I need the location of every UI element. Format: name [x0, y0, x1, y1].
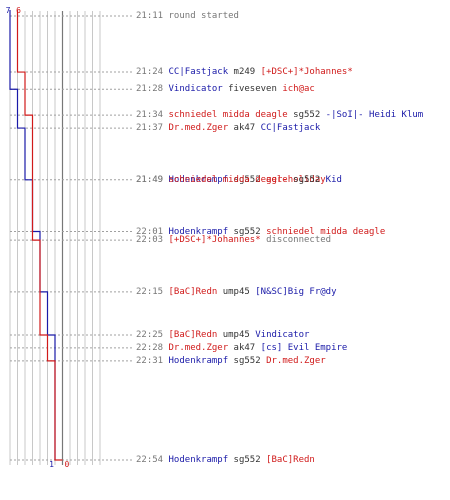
- killer-name: Hodenkrampf: [168, 226, 229, 237]
- killer-name: Dr.med.Zger: [168, 342, 229, 353]
- killer-name: [BaC]Redn: [168, 286, 218, 297]
- victim-name: -|SoI|- Heidi Klum: [325, 110, 424, 121]
- killer-name: Vindicator: [168, 84, 223, 95]
- event-row: 21:34 schniedel midda deagle sg552 -|SoI…: [136, 110, 423, 120]
- killer-name: Dr.med.Zger: [168, 123, 229, 134]
- team-b-end-count: 0: [65, 460, 70, 469]
- weapon-name: sg552: [233, 355, 261, 366]
- victim-name: Kid: [325, 174, 342, 185]
- event-time: 21:34: [136, 110, 164, 121]
- event-row: 21:49 schniedel midda deagle sg552 Kid: [136, 175, 342, 185]
- victim-name: [BaC]Redn: [266, 455, 315, 465]
- event-row: 22:28 Dr.med.Zger ak47 [cs] Evil Empire: [136, 343, 347, 353]
- weapon-name: ump45: [222, 329, 250, 340]
- weapon-name: sg552: [233, 174, 261, 185]
- victim-name: Vindicator: [255, 329, 310, 340]
- event-time: 21:24: [136, 67, 164, 78]
- weapon-name: sg552: [293, 110, 321, 121]
- team-b-start-count: 6: [16, 6, 21, 15]
- event-time: 21:11: [136, 11, 164, 21]
- weapon-name: sg552: [233, 226, 261, 237]
- event-row: 22:54 Hodenkrampf sg552 [BaC]Redn: [136, 455, 315, 465]
- killer-name: schniedel midda deagle: [168, 174, 288, 185]
- event-time: 22:15: [136, 286, 164, 297]
- team-b-alive-line: [16, 10, 63, 461]
- victim-name: schniedel midda deagle: [266, 226, 386, 237]
- event-time: 22:25: [136, 329, 164, 340]
- event-time: 22:03: [136, 235, 164, 246]
- killer-name: Hodenkrampf: [168, 455, 229, 465]
- event-message: round started: [168, 11, 239, 21]
- killer-name: CC|Fastjack: [168, 67, 229, 78]
- event-row: 22:25 [BaC]Redn ump45 Vindicator: [136, 330, 309, 340]
- victim-name: CC|Fastjack: [260, 123, 321, 134]
- weapon-name: m249: [233, 67, 256, 78]
- weapon-name: sg552: [233, 455, 261, 465]
- event-time: 22:31: [136, 355, 164, 366]
- victim-name: [N&SC]Big Fr@dy: [255, 286, 337, 297]
- weapon-name: ump45: [222, 286, 250, 297]
- event-row: 22:31 Hodenkrampf sg552 Dr.med.Zger: [136, 356, 326, 366]
- victim-name: ich@ac: [282, 84, 315, 95]
- event-time: 21:37: [136, 123, 164, 134]
- killer-name: schniedel midda deagle: [168, 110, 288, 121]
- team-a-end-count: 1: [49, 460, 54, 469]
- weapon-name: ak47: [233, 342, 256, 353]
- event-time: 22:54: [136, 455, 164, 465]
- event-time: 21:28: [136, 84, 164, 95]
- killer-name: Hodenkrampf: [168, 174, 229, 185]
- weapon-name: sg552: [293, 174, 321, 185]
- victim-name: [+DSC+]*Johannes*: [260, 67, 353, 78]
- event-time: 21:49: [136, 174, 164, 185]
- victim-name: ger-holiday: [266, 174, 326, 185]
- event-row: 21:11 round started: [136, 11, 239, 21]
- event-row: 21:28 Vindicator fiveseven ich@ac: [136, 84, 315, 94]
- event-row: 22:15 [BaC]Redn ump45 [N&SC]Big Fr@dy: [136, 287, 337, 297]
- event-row: 21:49 Hodenkrampf sg552 ger-holiday: [136, 175, 326, 185]
- killer-name: Hodenkrampf: [168, 355, 229, 366]
- event-row: 21:24 CC|Fastjack m249 [+DSC+]*Johannes*: [136, 67, 353, 77]
- event-time: 22:01: [136, 226, 164, 237]
- event-row: 21:37 Dr.med.Zger ak47 CC|Fastjack: [136, 123, 320, 133]
- event-time: 21:49: [136, 174, 164, 185]
- victim-name: [cs] Evil Empire: [260, 342, 348, 353]
- event-row: 22:03 [+DSC+]*Johannes* disconnected: [136, 235, 331, 245]
- event-row: 22:01 Hodenkrampf sg552 schniedel midda …: [136, 227, 385, 237]
- killer-name: [BaC]Redn: [168, 329, 218, 340]
- weapon-name: fiveseven: [228, 84, 277, 95]
- victim-name: Dr.med.Zger: [266, 355, 326, 366]
- player-name: [+DSC+]*Johannes*: [168, 235, 261, 246]
- event-time: 22:28: [136, 342, 164, 353]
- team-a-start-count: 7: [6, 6, 11, 15]
- event-message: disconnected: [266, 235, 332, 246]
- weapon-name: ak47: [233, 123, 256, 134]
